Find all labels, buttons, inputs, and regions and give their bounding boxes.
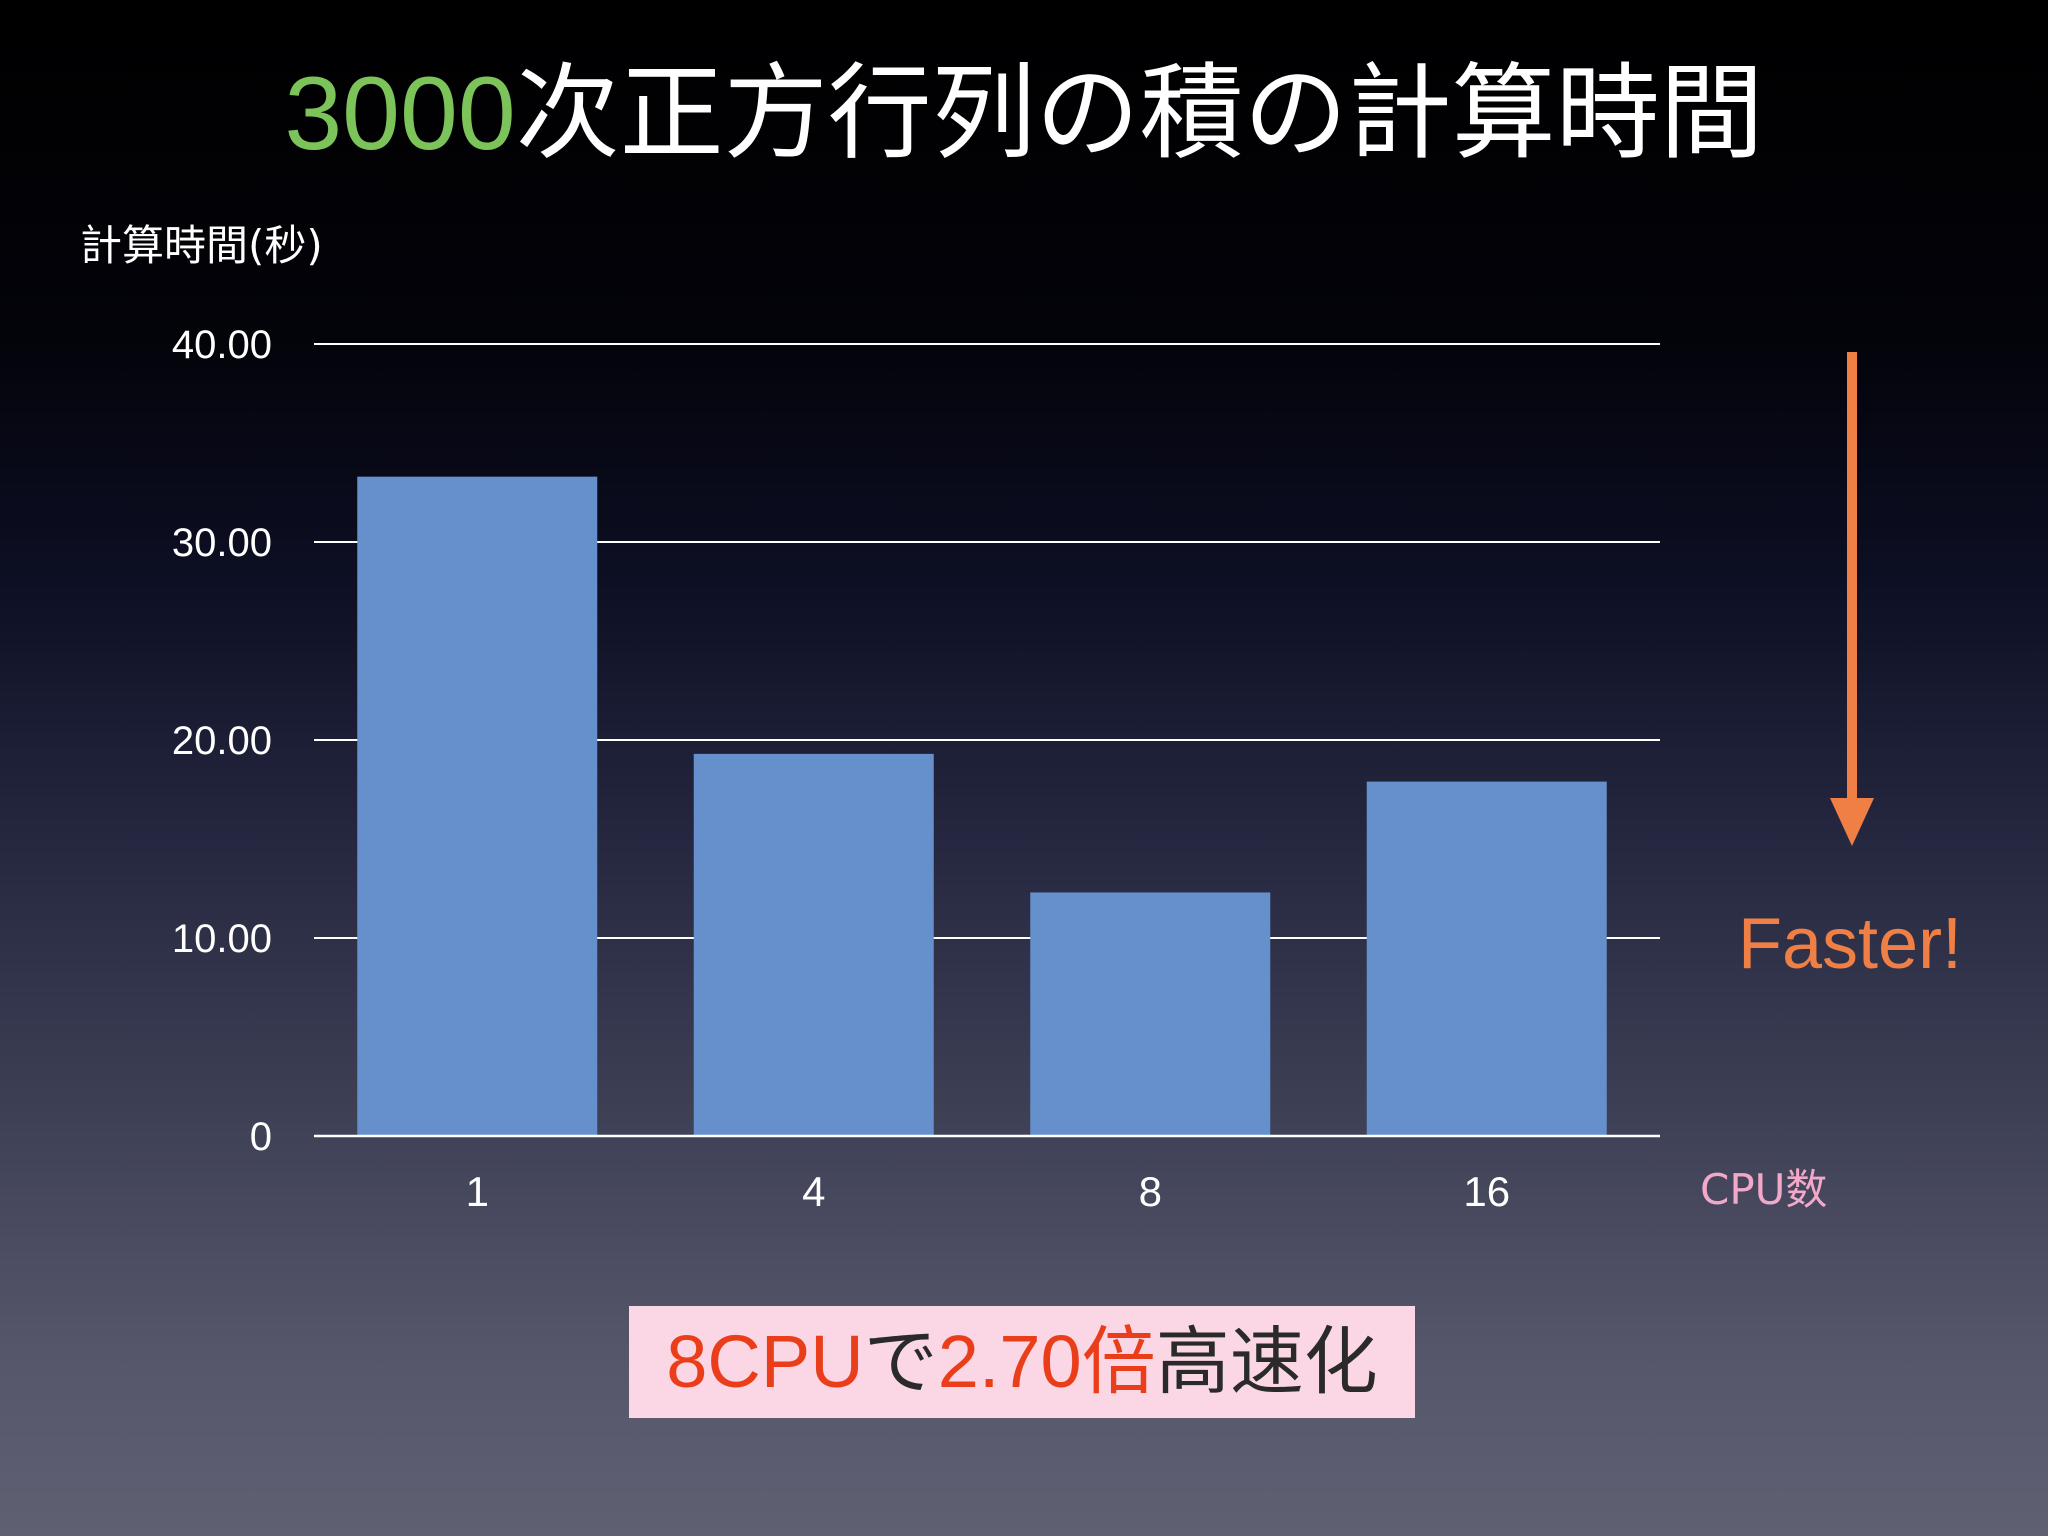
y-tick-label: 30.00 xyxy=(172,521,272,565)
y-tick-label: 10.00 xyxy=(172,917,272,961)
y-tick-labels: 0 10.00 20.00 30.00 40.00 xyxy=(172,323,272,1159)
x-tick-label: 4 xyxy=(802,1168,825,1215)
slide-title: 3000次正方行列の積の計算時間 xyxy=(0,48,2048,179)
y-tick-label: 40.00 xyxy=(172,323,272,367)
title-text: 次正方行列の積の計算時間 xyxy=(515,52,1764,174)
bars xyxy=(357,476,1607,1136)
bar xyxy=(1366,781,1607,1136)
faster-annotation: Faster! xyxy=(1738,904,1963,984)
title-number: 3000 xyxy=(284,56,516,172)
y-tick-label: 0 xyxy=(250,1115,272,1159)
callout-cpu: 8CPU xyxy=(666,1320,864,1403)
callout-ratio: 2.70倍 xyxy=(937,1320,1156,1403)
y-axis-label: 計算時間(秒) xyxy=(80,221,323,270)
y-tick-label: 20.00 xyxy=(172,719,272,763)
bar xyxy=(357,476,598,1136)
bar xyxy=(1030,892,1271,1136)
callout-suffix: 高速化 xyxy=(1155,1319,1378,1405)
x-tick-label: 1 xyxy=(466,1168,489,1215)
x-axis-label: CPU数 xyxy=(1700,1165,1828,1214)
x-tick-label: 16 xyxy=(1463,1168,1510,1215)
x-tick-label: 8 xyxy=(1139,1168,1162,1215)
x-tick-labels: 1 4 8 16 xyxy=(466,1168,1511,1215)
down-arrow-icon xyxy=(1830,352,1874,846)
callout-particle: で xyxy=(863,1319,938,1405)
bar xyxy=(693,753,934,1136)
speedup-callout: 8CPU で 2.70倍 高速化 xyxy=(629,1306,1415,1418)
